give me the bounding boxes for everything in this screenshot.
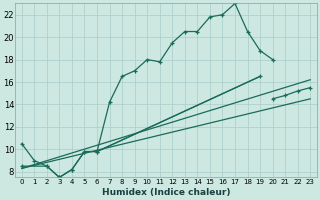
X-axis label: Humidex (Indice chaleur): Humidex (Indice chaleur) — [102, 188, 230, 197]
